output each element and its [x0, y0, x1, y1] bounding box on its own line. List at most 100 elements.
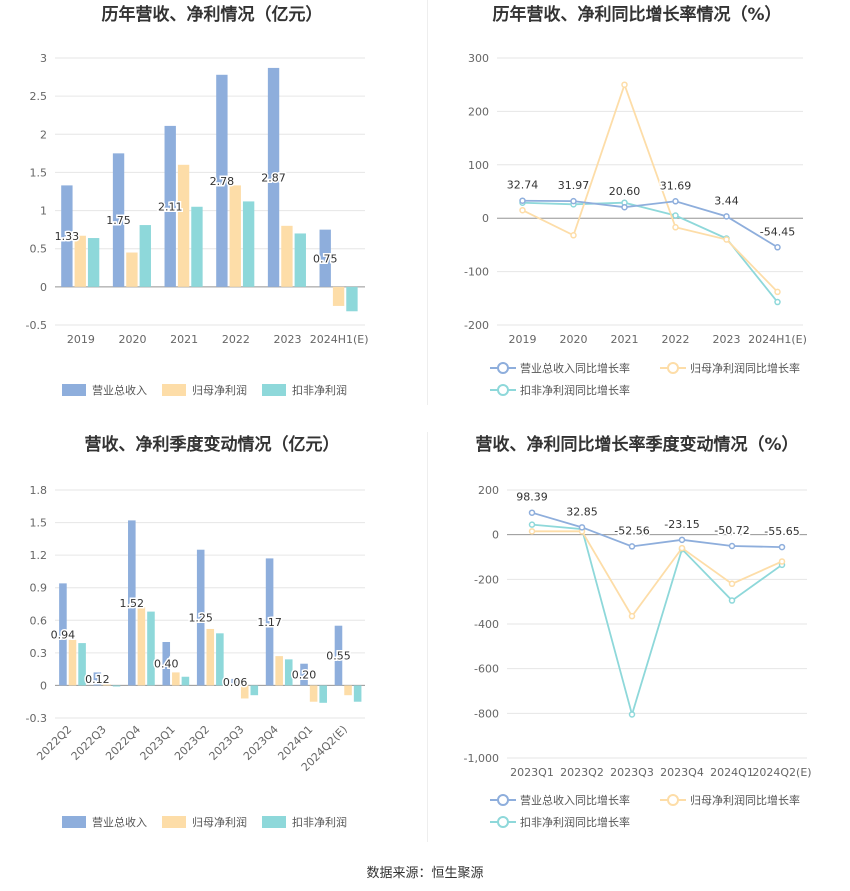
x-tick-label: 2022	[662, 333, 690, 346]
legend-label-3: 扣非净利润	[292, 815, 347, 829]
legend-label-1: 营业总收入同比增长率	[520, 793, 630, 807]
bar-1-2024H1(E)	[319, 229, 331, 287]
chart-title: 营收、净利季度变动情况（亿元）	[85, 434, 340, 455]
y-tick-label: 1.2	[30, 549, 48, 562]
annual-growth-rate-svg: 历年营收、净利同比增长率情况（%） -200 -100 0 100 200 300 2019 2…	[464, 4, 807, 397]
legend-label-2: 归母净利润同比增长率	[690, 793, 800, 807]
y-tick-label: -100	[464, 266, 489, 279]
bar-3-2023Q3	[250, 685, 259, 696]
bar-1-2023Q3	[231, 678, 239, 686]
data-label-revenue: 0.75	[313, 252, 338, 265]
y-tick-label: -0.5	[26, 319, 47, 332]
series-point-1	[774, 244, 781, 251]
legend-label-1: 营业总收入同比增长率	[520, 361, 630, 375]
series-point-1	[570, 197, 577, 205]
bar-2-2022Q4	[137, 607, 146, 686]
x-tick-label: 2023Q3	[207, 723, 247, 763]
series-point-2	[628, 612, 636, 620]
data-label-revenue-growth: -50.72	[714, 524, 749, 537]
legend-swatch-3	[262, 816, 286, 828]
x-tick-label: 2024H1(E)	[748, 333, 807, 346]
series-point-1	[778, 543, 786, 551]
y-tick-label: -1,000	[464, 752, 499, 765]
data-label-revenue: 1.75	[106, 214, 131, 227]
x-tick-label: 2022	[222, 333, 250, 346]
x-tick-label: 2024H1(E)	[310, 333, 369, 346]
legend-marker-2	[667, 362, 679, 374]
x-tick-label: 2022Q2	[34, 723, 74, 763]
y-tick-label: -200	[474, 573, 499, 586]
data-label-revenue-growth: -54.45	[760, 225, 795, 238]
y-tick-label: 1	[40, 205, 47, 218]
x-tick-label: 2022Q4	[103, 723, 143, 763]
series-point-2	[621, 81, 628, 88]
bar-2-2024H1(E)	[332, 286, 345, 306]
y-tick-label: 100	[468, 159, 489, 172]
bar-2-2020	[126, 252, 138, 287]
series-point-1	[678, 536, 686, 544]
series-point-2	[778, 558, 786, 565]
legend-label-1: 营业总收入	[92, 383, 147, 397]
bar-3-2023	[294, 233, 306, 287]
bar-3-2024Q1	[319, 685, 327, 703]
legend-swatch-2	[162, 384, 186, 396]
data-label-revenue-growth: 32.74	[507, 179, 539, 192]
series-point-3	[528, 521, 536, 528]
data-label-revenue-growth: -23.15	[664, 518, 699, 531]
data-label-revenue: 0.55	[326, 650, 351, 663]
x-tick-label: 2019	[509, 333, 537, 346]
data-label-revenue: 1.52	[120, 597, 145, 610]
legend-swatch-2	[162, 816, 186, 828]
bar-1-2022Q2	[59, 583, 67, 686]
bar-2-2023Q4	[275, 656, 283, 686]
data-label-revenue: 0.06	[223, 676, 248, 689]
bar-1-2023Q2	[196, 549, 205, 686]
bar-3-2020	[139, 225, 151, 287]
bar-3-2019	[87, 238, 100, 287]
legend-marker-1	[497, 362, 509, 374]
bar-3-2023Q1	[181, 676, 190, 686]
legend-swatch-1	[62, 384, 86, 396]
series-point-2	[528, 528, 536, 535]
legend-label-2: 归母净利润	[192, 383, 247, 397]
series-point-2	[774, 288, 781, 296]
series-point-3	[672, 212, 679, 219]
legend-label-2: 归母净利润	[192, 815, 247, 829]
bar-1-2019	[61, 185, 73, 287]
bar-2-2019	[74, 235, 86, 287]
bar-3-2021	[191, 206, 203, 287]
x-tick-label: 2022Q3	[69, 723, 109, 763]
series-point-3	[728, 597, 736, 604]
series-point-2	[723, 236, 730, 243]
y-tick-label: 1.5	[30, 166, 48, 179]
data-label-revenue-growth: 98.39	[516, 491, 548, 504]
bar-1-2023Q1	[162, 642, 171, 686]
legend-swatch-1	[62, 816, 86, 828]
series-point-1	[519, 197, 526, 204]
bar-3-2022Q4	[147, 611, 155, 686]
y-tick-label: 0	[482, 212, 489, 225]
vertical-divider-bottom	[427, 432, 428, 842]
y-tick-label: 0.3	[30, 647, 48, 660]
data-label-revenue: 1.25	[188, 612, 213, 625]
legend-marker-3	[497, 384, 509, 396]
x-tick-label: 2020	[560, 333, 588, 346]
bar-1-2022	[216, 74, 228, 287]
chart-title: 历年营收、净利情况（亿元）	[102, 4, 323, 25]
y-tick-label: 2	[40, 128, 47, 141]
series-point-1	[578, 524, 586, 531]
data-label-revenue: 2.11	[158, 200, 183, 213]
series-point-1	[621, 203, 628, 211]
quarterly-growth-rate-chart: 营收、净利同比增长率季度变动情况（%） -1,000 -800 -600 -400 -20…	[425, 430, 850, 860]
bar-2-2023Q3	[240, 685, 249, 699]
y-tick-label: 200	[478, 484, 499, 497]
y-tick-label: 200	[468, 105, 489, 118]
bar-2-2022Q2	[68, 639, 77, 686]
data-label-revenue: 0.12	[85, 673, 110, 686]
x-tick-label: 2023	[274, 333, 302, 346]
bar-1-2024Q2(E)	[334, 625, 343, 686]
chart-title: 营收、净利同比增长率季度变动情况（%）	[475, 434, 798, 455]
x-tick-label: 2023Q4	[241, 723, 281, 763]
bar-3-2023Q4	[284, 659, 293, 686]
bar-1-2022Q4	[128, 520, 136, 686]
